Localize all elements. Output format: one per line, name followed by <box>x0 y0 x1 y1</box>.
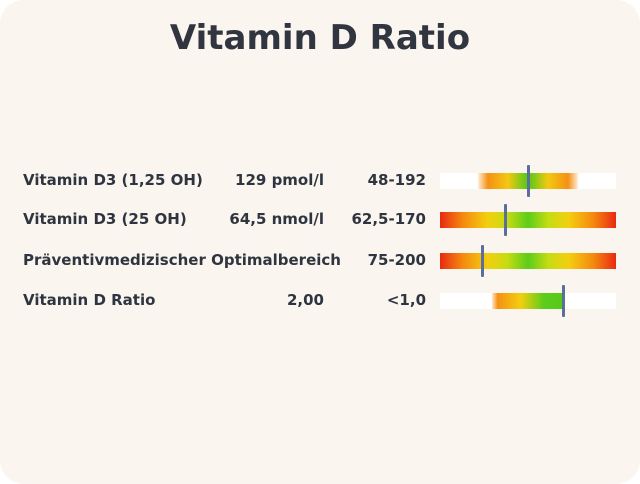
row-range: 62,5-170 <box>351 210 426 228</box>
value-marker <box>562 285 565 317</box>
row-name: Vitamin D3 (25 OH) <box>23 210 187 228</box>
page-title: Vitamin D Ratio <box>169 18 471 58</box>
value-marker <box>481 245 484 277</box>
value-marker <box>504 204 507 236</box>
range-bar <box>440 165 616 197</box>
result-row-optimalbereich: Präventivmedizischer Optimalbereich 75-2… <box>0 245 640 277</box>
row-name: Vitamin D Ratio <box>23 291 156 309</box>
range-bar <box>440 245 616 277</box>
row-value: 64,5 nmol/l <box>229 210 324 228</box>
result-row-vitamin-d3-125: Vitamin D3 (1,25 OH) 129 pmol/l 48-192 <box>0 165 640 197</box>
row-name: Präventivmedizischer Optimalbereich <box>23 251 341 269</box>
row-value: 2,00 <box>286 291 324 309</box>
row-range: 48-192 <box>367 171 426 189</box>
range-bar <box>440 285 616 317</box>
row-range: <1,0 <box>386 291 426 309</box>
range-bar-fill <box>440 253 616 269</box>
row-value: 129 pmol/l <box>235 171 324 189</box>
row-range: 75-200 <box>367 251 426 269</box>
range-bar <box>440 204 616 236</box>
value-marker <box>527 165 530 197</box>
range-bar-fill <box>492 293 564 309</box>
result-row-vitamin-d-ratio: Vitamin D Ratio 2,00 <1,0 <box>0 285 640 317</box>
result-row-vitamin-d3-25: Vitamin D3 (25 OH) 64,5 nmol/l 62,5-170 <box>0 204 640 236</box>
range-bar-fill <box>440 212 616 228</box>
row-name: Vitamin D3 (1,25 OH) <box>23 171 203 189</box>
